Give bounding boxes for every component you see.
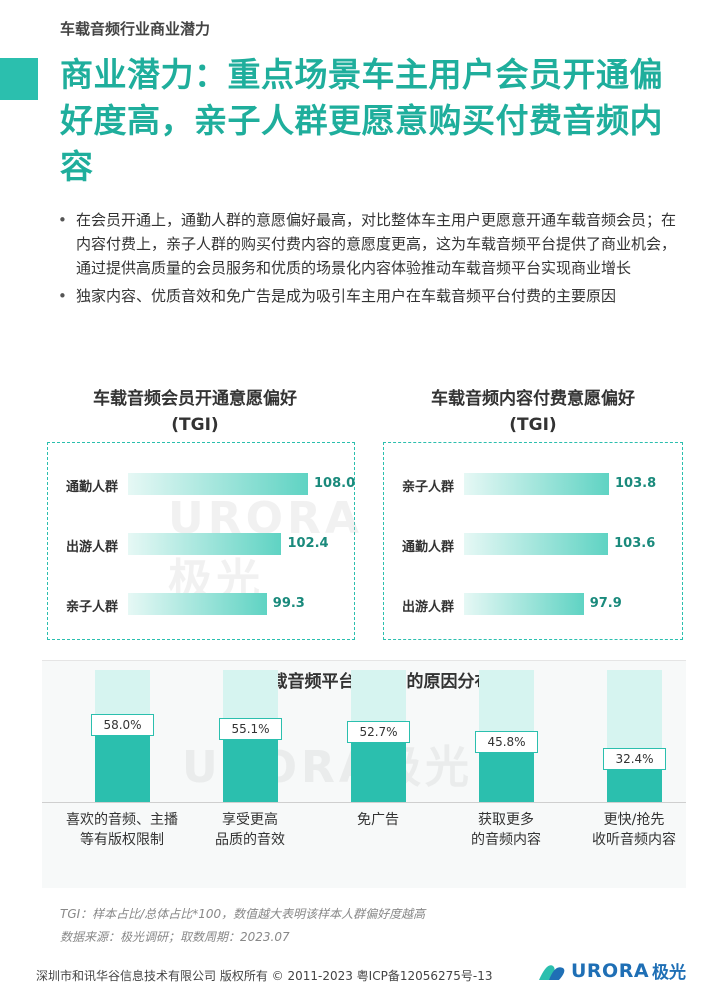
category-label: 享受更高 品质的音效 bbox=[215, 812, 285, 848]
category-label: 通勤人群 bbox=[401, 540, 454, 555]
value-label: 55.1% bbox=[219, 718, 282, 741]
category-label: 免广告 bbox=[357, 812, 399, 828]
column-bar bbox=[223, 729, 278, 802]
chart-row: 出游人群 97.9 bbox=[384, 593, 682, 615]
chart-box-content-pay: 亲子人群 103.8 通勤人群 103.6 出游人群 97.9 bbox=[383, 442, 683, 640]
accent-bar bbox=[0, 58, 38, 100]
value-label: 52.7% bbox=[347, 721, 410, 744]
bar bbox=[128, 533, 282, 555]
chart-title-content-pay: 车载音频内容付费意愿偏好 (TGI) bbox=[388, 386, 678, 438]
note-source: 数据来源：极光调研；取数周期：2023.07 bbox=[60, 930, 290, 944]
chart-subtitle: (TGI) bbox=[171, 415, 219, 435]
category-label: 更快/抢先 收听音频内容 bbox=[592, 812, 676, 848]
chart-box-reasons: 在车载音频平台上付费的原因分布 URORA极光 58.0%喜欢的音频、主播 等有… bbox=[42, 660, 686, 888]
category-label: 亲子人群 bbox=[65, 600, 118, 615]
bullet-item: 独家内容、优质音效和免广告是成为吸引车主用户在车载音频平台付费的主要原因 bbox=[58, 284, 683, 308]
bar bbox=[128, 473, 308, 495]
value-label: 102.4 bbox=[287, 536, 329, 551]
value-label: 99.3 bbox=[272, 596, 305, 611]
category-label: 获取更多 的音频内容 bbox=[471, 812, 541, 848]
value-label: 103.6 bbox=[614, 536, 656, 551]
value-label: 45.8% bbox=[475, 730, 538, 753]
value-label: 32.4% bbox=[603, 748, 666, 771]
chart-title-text: 车载音频内容付费意愿偏好 bbox=[431, 389, 635, 409]
bullet-item: 在会员开通上，通勤人群的意愿偏好最高，对比整体车主用户更愿意开通车载音频会员；在… bbox=[58, 208, 683, 280]
chart-box-membership: URORA极光 通勤人群 108.0 出游人群 102.4 亲子人群 99.3 bbox=[47, 442, 359, 640]
chart-subtitle: (TGI) bbox=[509, 415, 557, 435]
chart-row: 通勤人群 108.0 bbox=[48, 473, 356, 495]
chart-row: 亲子人群 99.3 bbox=[48, 593, 354, 615]
category-label: 喜欢的音频、主播 等有版权限制 bbox=[66, 812, 178, 848]
value-label: 58.0% bbox=[91, 714, 154, 737]
chart-row: 亲子人群 103.8 bbox=[384, 473, 682, 495]
section-tag: 车载音频行业商业潜力 bbox=[60, 20, 211, 38]
note-tgi: TGI：样本占比/总体占比*100，数值越大表明该样本人群偏好度越高 bbox=[60, 907, 426, 921]
logo-text: URORA bbox=[571, 959, 650, 982]
page-title: 商业潜力：重点场景车主用户会员开通偏好度高，亲子人群更愿意购买付费音频内容 bbox=[60, 55, 663, 186]
chart-title-text: 车载音频会员开通意愿偏好 bbox=[93, 389, 297, 409]
chart-title-membership: 车载音频会员开通意愿偏好 (TGI) bbox=[50, 386, 340, 438]
category-label: 亲子人群 bbox=[401, 480, 454, 495]
value-label: 108.0 bbox=[314, 476, 356, 491]
value-label: 103.8 bbox=[615, 476, 657, 491]
footer-logo: URORA 极光 bbox=[537, 958, 686, 983]
category-label: 出游人群 bbox=[65, 540, 118, 555]
bar bbox=[128, 593, 267, 615]
column-bar bbox=[95, 725, 150, 802]
chart-row: 通勤人群 103.6 bbox=[384, 533, 682, 555]
category-label: 通勤人群 bbox=[65, 480, 118, 495]
category-label: 出游人群 bbox=[401, 600, 454, 615]
logo-cn: 极光 bbox=[652, 963, 687, 983]
column-bar bbox=[351, 732, 406, 802]
bar bbox=[464, 533, 609, 555]
footer-copyright: 深圳市和讯华谷信息技术有限公司 版权所有 © 2011-2023 粤ICP备12… bbox=[36, 969, 493, 983]
chart-baseline bbox=[42, 802, 686, 803]
bullet-list: 在会员开通上，通勤人群的意愿偏好最高，对比整体车主用户更愿意开通车载音频会员；在… bbox=[58, 208, 683, 312]
bar bbox=[464, 593, 584, 615]
bar bbox=[464, 473, 609, 495]
value-label: 97.9 bbox=[589, 596, 622, 611]
aurora-logo-icon bbox=[539, 964, 565, 980]
chart-row: 出游人群 102.4 bbox=[48, 533, 354, 555]
